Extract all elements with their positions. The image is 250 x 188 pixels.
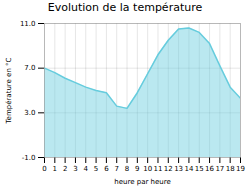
svg-text:7.0: 7.0 — [24, 64, 35, 72]
svg-text:12: 12 — [164, 165, 173, 173]
svg-text:11: 11 — [154, 165, 163, 173]
svg-text:-1.0: -1.0 — [22, 154, 36, 162]
svg-text:0: 0 — [42, 165, 46, 173]
svg-text:2: 2 — [63, 165, 67, 173]
svg-text:3: 3 — [73, 165, 77, 173]
svg-text:4: 4 — [84, 165, 89, 173]
svg-text:13: 13 — [174, 165, 183, 173]
svg-text:11.0: 11.0 — [20, 20, 36, 28]
svg-text:8: 8 — [125, 165, 129, 173]
svg-text:14: 14 — [184, 165, 193, 173]
svg-text:heure par heure: heure par heure — [114, 178, 170, 186]
svg-text:5: 5 — [94, 165, 98, 173]
svg-text:7: 7 — [114, 165, 118, 173]
svg-text:9: 9 — [135, 165, 139, 173]
svg-text:17: 17 — [215, 165, 224, 173]
svg-text:18: 18 — [226, 165, 235, 173]
svg-text:6: 6 — [104, 165, 109, 173]
svg-text:Température en °C: Température en °C — [5, 57, 13, 124]
svg-text:1: 1 — [53, 165, 57, 173]
html-text:Evolution de la température: Evolution de la température — [47, 1, 203, 14]
svg-text:19: 19 — [236, 165, 245, 173]
svg-text:10: 10 — [143, 165, 152, 173]
svg-text:3.0: 3.0 — [24, 109, 35, 117]
svg-text:16: 16 — [205, 165, 214, 173]
svg-text:15: 15 — [195, 165, 204, 173]
